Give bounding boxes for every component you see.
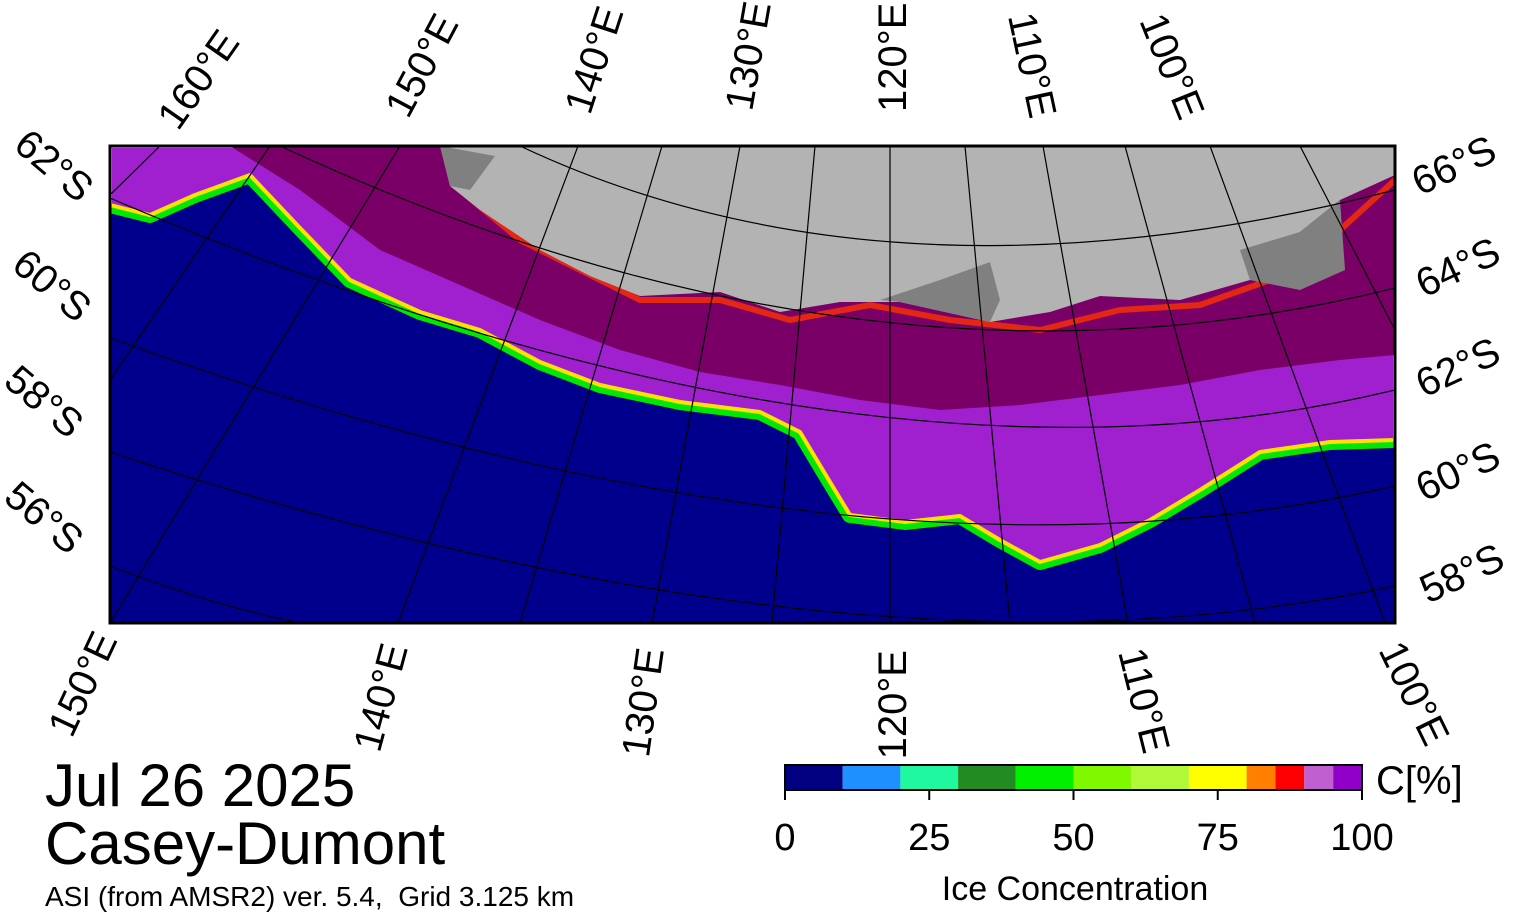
bottom-longitude-label: 150°E (40, 625, 126, 743)
right-latitude-label: 62°S (1409, 329, 1507, 406)
meridian (1042, 146, 1129, 623)
colorbar-segment (900, 765, 959, 790)
map-frame (108, 144, 1397, 625)
left-latitude-label: 56°S (0, 473, 91, 563)
colorbar-segment (1275, 765, 1305, 790)
meridian (964, 146, 1011, 623)
right-latitude-label: 66°S (1405, 127, 1503, 204)
colorbar-tick-label: 50 (1052, 817, 1094, 859)
parallel (279, 146, 1395, 332)
colorbar-segment (1188, 765, 1247, 790)
meridian (110, 146, 401, 623)
colorbar-segment (1333, 765, 1362, 790)
top-longitude-label: 130°E (718, 0, 780, 114)
parallel (110, 197, 1395, 428)
bottom-longitude-label: 120°E (871, 650, 915, 759)
parallel (110, 451, 1395, 623)
colorbar-tick-label: 25 (908, 817, 950, 859)
meridian (771, 146, 816, 623)
colorbar-segment (1246, 765, 1276, 790)
colorbar-segment (842, 765, 901, 790)
top-longitude-label: 120°E (871, 3, 915, 112)
colorbar-segment (1304, 765, 1334, 790)
top-longitude-label: 110°E (999, 9, 1064, 122)
parallel (519, 146, 1395, 247)
colorbar-segment (958, 765, 1016, 790)
left-latitude-label: 58°S (0, 357, 91, 447)
meridian (1209, 146, 1386, 623)
colorbar-tick-label: 75 (1197, 817, 1239, 859)
top-longitude-label: 100°E (1131, 7, 1213, 125)
left-latitude-label: 62°S (6, 121, 101, 211)
colorbar-label: Ice Concentration (942, 870, 1209, 908)
bottom-longitude-label: 130°E (614, 645, 673, 759)
top-longitude-label: 160°E (149, 22, 248, 137)
colorbar: 0 25 50 75 100 (774, 764, 1394, 859)
right-latitude-label: 58°S (1413, 535, 1511, 612)
region: Casey-Dumont (45, 810, 445, 877)
map (110, 146, 1395, 623)
meridian (519, 146, 663, 623)
meridian (110, 146, 271, 381)
bottom-longitude-label: 100°E (1370, 635, 1458, 753)
right-latitude-label: 64°S (1409, 229, 1507, 306)
colorbar-segment (1131, 765, 1189, 790)
meridian (1299, 146, 1395, 331)
colorbar-segment (1015, 765, 1074, 790)
colorbar-segment (785, 765, 843, 790)
land (440, 146, 1395, 322)
source: ASI (from AMSR2) ver. 5.4, Grid 3.125 km (45, 881, 574, 912)
colorbar-tick-label: 100 (1330, 817, 1393, 859)
meridian (1124, 146, 1256, 623)
bottom-longitude-label: 110°E (1109, 644, 1177, 758)
meridian (651, 146, 741, 623)
top-longitude-label: 150°E (377, 7, 467, 124)
colorbar-segment (1073, 765, 1132, 790)
date: Jul 26 2025 (45, 752, 355, 819)
top-longitude-label: 140°E (557, 1, 633, 119)
left-latitude-label: 60°S (4, 241, 99, 331)
right-latitude-label: 60°S (1409, 433, 1507, 510)
parallel (110, 337, 1395, 526)
colorbar-tick-label: 0 (774, 817, 795, 859)
meridian (110, 146, 161, 196)
bottom-longitude-label: 140°E (346, 639, 417, 756)
colorbar-unit: C[%] (1376, 759, 1463, 803)
